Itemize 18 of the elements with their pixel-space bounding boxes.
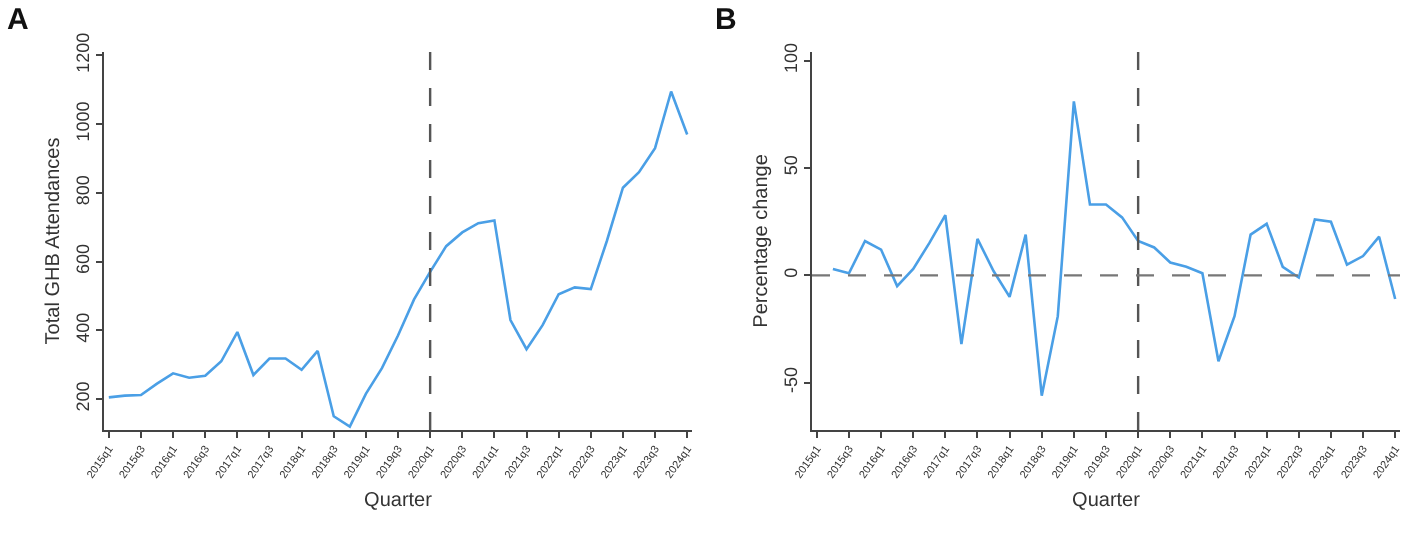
y-axis-title: Total GHB Attendances <box>42 137 65 345</box>
line-series <box>831 100 1397 397</box>
y-tick-label: 1000 <box>72 101 93 142</box>
line-series <box>107 90 689 428</box>
y-tick-label: 800 <box>72 175 93 206</box>
x-axis-title: Quarter <box>364 490 434 513</box>
chart-title: B <box>715 3 738 38</box>
y-tick-label: 400 <box>72 312 93 343</box>
y-tick-label: 0 <box>780 267 801 278</box>
y-tick-label: -50 <box>780 367 801 394</box>
y-tick-label: 100 <box>780 42 801 73</box>
y-tick-label: 600 <box>72 243 93 274</box>
y-axis-title: Percentage change <box>750 153 773 328</box>
y-tick-label: 1200 <box>72 32 93 73</box>
y-tick-label: 50 <box>780 155 801 176</box>
y-tick-label: 200 <box>72 381 93 412</box>
x-axis-title: Quarter <box>1072 490 1142 513</box>
chart-title: A <box>7 3 30 38</box>
